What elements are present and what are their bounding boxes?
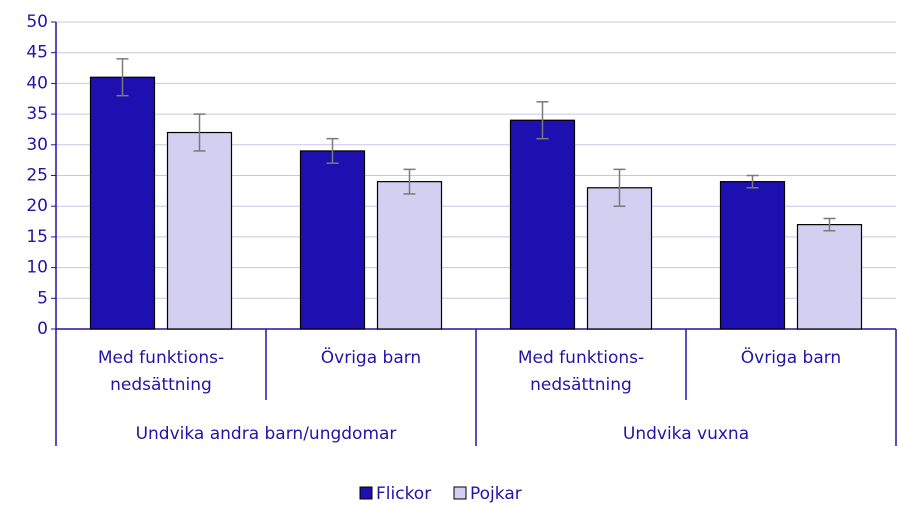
x-tick-label: Övriga barn	[741, 346, 841, 368]
y-tick-label: 30	[26, 135, 48, 155]
x-tick-label: Med funktions-nedsättning	[518, 348, 644, 395]
group-label: Undvika andra barn/ungdomar	[136, 424, 397, 444]
y-tick-label: 10	[26, 258, 48, 278]
legend-swatch	[359, 486, 373, 500]
bar	[166, 131, 233, 330]
error-bar	[613, 168, 626, 207]
x-tick-label: Med funktions-nedsättning	[98, 348, 224, 395]
error-bar	[326, 137, 339, 164]
error-bar	[823, 217, 836, 232]
error-bar	[746, 174, 759, 189]
x-tick-label-line: nedsättning	[530, 375, 632, 395]
bar	[376, 181, 443, 330]
x-tick-label-line: Med funktions-	[98, 348, 224, 368]
y-tick-label: 35	[26, 104, 48, 124]
error-bar	[116, 58, 129, 97]
error-bar	[193, 113, 206, 152]
y-tick-label: 45	[26, 43, 48, 63]
group-label: Undvika vuxna	[623, 424, 749, 444]
legend-label: Flickor	[376, 484, 431, 504]
bar	[299, 150, 366, 330]
y-tick-label: 15	[26, 227, 48, 247]
y-tick-label: 20	[26, 196, 48, 216]
y-tick-label: 0	[37, 319, 48, 339]
legend-label: Pojkar	[470, 484, 522, 504]
error-bar	[403, 168, 416, 195]
legend-swatch	[453, 486, 467, 500]
bar	[509, 119, 576, 330]
x-tick-label: Övriga barn	[321, 346, 421, 368]
bar	[89, 76, 156, 330]
bar	[586, 187, 653, 330]
bar	[796, 224, 863, 330]
y-tick-label: 25	[26, 166, 48, 186]
error-bar	[536, 101, 549, 140]
y-tick-label: 40	[26, 73, 48, 93]
y-tick-label: 5	[37, 288, 48, 308]
y-tick-label: 50	[26, 12, 48, 32]
x-tick-label-line: nedsättning	[110, 375, 212, 395]
bar	[719, 181, 786, 330]
x-tick-label-line: Med funktions-	[518, 348, 644, 368]
